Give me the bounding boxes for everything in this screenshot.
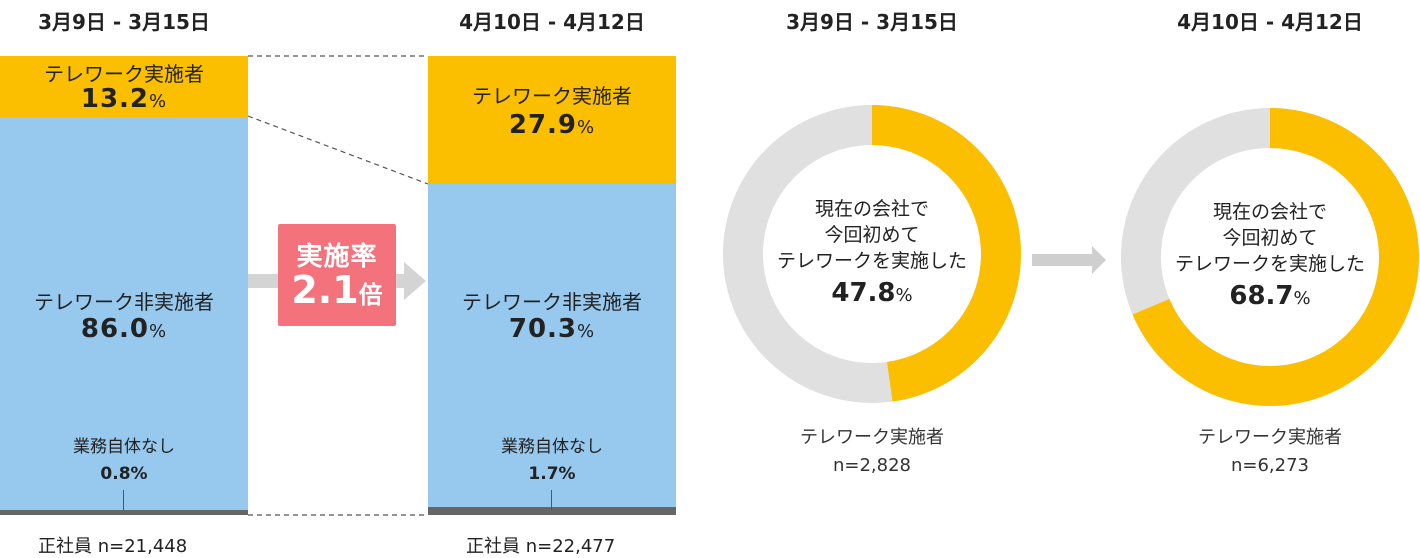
bar2-no-work-value: 1.7% — [528, 464, 576, 484]
bar1-no-work-value: 0.8% — [100, 464, 148, 484]
donut1-value-arc — [871, 105, 1021, 402]
bar2-teleworker-segment — [428, 56, 676, 185]
stacked-bar-2: テレワーク実施者 27.9% テレワーク非実施者 70.3% 業務自体なし 1.… — [428, 56, 676, 515]
bar1-non-teleworker-label: テレワーク非実施者 — [34, 290, 214, 314]
bar2-non-teleworker-segment — [428, 184, 676, 508]
donut2-value: 68.7% — [1229, 281, 1311, 311]
bar1-no-work-tick — [123, 490, 124, 510]
donut1-caption-label: テレワーク実施者 — [800, 427, 944, 448]
bar2-period-header: 4月10日 - 4月12日 — [459, 10, 645, 34]
donut1-center-line2: 今回初めて — [824, 224, 920, 246]
donut1-caption: テレワーク実施者 n=2,828 — [722, 424, 1022, 480]
donut2-center-line3: テレワークを実施した — [1174, 253, 1365, 275]
bar1-sample-size: 正社員 n=21,448 — [38, 536, 188, 557]
bar1-period-header: 3月9日 - 3月15日 — [38, 10, 210, 34]
bar2-no-work-segment — [428, 507, 676, 515]
donut-chart-2 — [1121, 108, 1419, 406]
bar2-sample-size: 正社員 n=22,477 — [466, 536, 616, 557]
donut1-center-line3: テレワークを実施した — [776, 250, 967, 272]
bar1-no-work-label: 業務自体なし — [73, 437, 175, 457]
donut2-sample-size: n=6,273 — [1230, 455, 1310, 476]
bar2-teleworker-value: 27.9% — [508, 110, 596, 140]
donut2-center-line1: 現在の会社で — [1212, 201, 1327, 223]
bar1-non-teleworker-value: 86.0% — [80, 314, 168, 344]
donut1-center-line1: 現在の会社で — [814, 198, 929, 220]
bar1-teleworker-label: テレワーク実施者 — [44, 62, 204, 86]
donut-chart-1 — [723, 105, 1021, 403]
bar1-non-teleworker-segment — [0, 116, 248, 510]
bar1-teleworker-segment — [0, 56, 248, 117]
donut1-value: 47.8% — [831, 278, 913, 308]
bar2-non-teleworker-value: 70.3% — [508, 314, 596, 344]
ratio-badge-value: 2.1倍 — [291, 268, 383, 312]
bar2-no-work-tick — [551, 490, 552, 510]
ratio-badge: 実施率 2.1倍 — [278, 224, 396, 326]
donut2-value-arc — [1132, 108, 1419, 406]
bar2-non-teleworker-label: テレワーク非実施者 — [462, 290, 642, 314]
donut2-caption: テレワーク実施者 n=6,273 — [1120, 424, 1420, 480]
ratio-badge-label: 実施率 — [296, 242, 378, 272]
donut2-period-header: 4月10日 - 4月12日 — [1177, 10, 1363, 34]
donut1-period-header: 3月9日 - 3月15日 — [786, 10, 958, 34]
dashed-line-boundary — [247, 115, 429, 185]
donut1-sample-size: n=2,828 — [832, 455, 912, 476]
bar1-teleworker-value: 13.2% — [80, 84, 168, 114]
stacked-bar-1: テレワーク実施者 13.2% テレワーク非実施者 86.0% 業務自体なし 0.… — [0, 56, 248, 515]
bar2-no-work-label: 業務自体なし — [501, 437, 603, 457]
donut2-center-text: 現在の会社で 今回初めて テレワークを実施した 68.7% — [1120, 199, 1420, 312]
gray-arrow-donut — [1032, 246, 1106, 274]
bar2-teleworker-label: テレワーク実施者 — [472, 84, 632, 108]
donut1-center-text: 現在の会社で 今回初めて テレワークを実施した 47.8% — [722, 196, 1022, 309]
bar1-no-work-segment — [0, 510, 248, 515]
donut2-center-line2: 今回初めて — [1222, 227, 1318, 249]
donut2-caption-label: テレワーク実施者 — [1198, 427, 1342, 448]
